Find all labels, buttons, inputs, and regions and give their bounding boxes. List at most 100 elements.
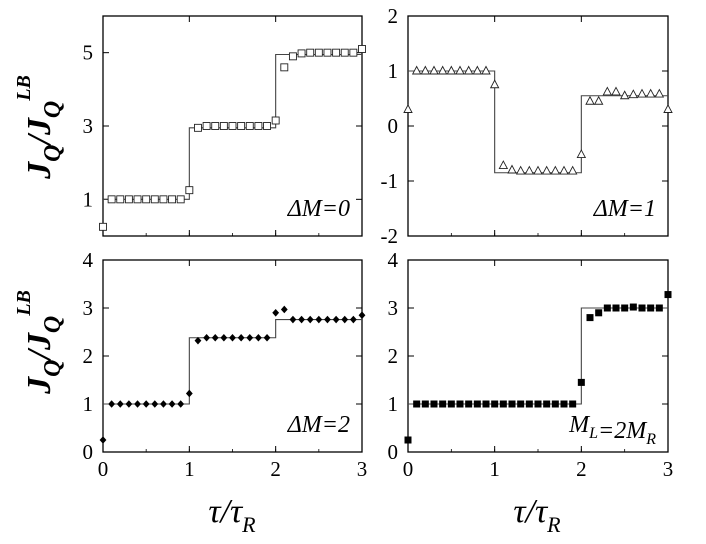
data-point [159, 195, 168, 204]
y-tick-label: 0 [388, 114, 399, 138]
svg-text:τ/τR: τ/τR [208, 493, 256, 537]
data-point [491, 400, 499, 408]
data-point [576, 149, 587, 159]
data-point [168, 400, 176, 408]
data-point [254, 122, 263, 130]
data-point [403, 104, 413, 113]
y-tick-label: 2 [388, 344, 399, 368]
data-point [655, 304, 663, 312]
y-axis-label-top: JQ/JQLB [13, 75, 66, 180]
data-point [430, 400, 438, 408]
panel-annotation: ΔM=0 [287, 196, 350, 222]
data-point [472, 65, 483, 75]
data-point [482, 400, 490, 408]
y-tick-label: -2 [381, 224, 399, 248]
panel-annotation: ΔM=2 [287, 412, 350, 438]
data-point [456, 400, 464, 408]
data-point [647, 304, 655, 312]
data-point [349, 48, 358, 57]
data-point [142, 195, 151, 204]
data-point [323, 48, 332, 57]
y-tick-label: 0 [83, 440, 94, 464]
data-point [315, 315, 323, 324]
data-point [324, 315, 331, 324]
data-point [489, 79, 500, 89]
data-point [124, 195, 133, 204]
data-point [116, 195, 125, 204]
data-point [439, 400, 447, 408]
data-point [612, 304, 620, 312]
data-point [332, 315, 340, 324]
svg-text:JQ/JQLB: JQ/JQLB [13, 75, 66, 180]
data-point [437, 65, 448, 75]
data-point [237, 122, 246, 130]
data-point [499, 400, 507, 408]
data-point [543, 400, 551, 408]
y-tick-label: 1 [83, 187, 94, 211]
y-tick-label: -1 [381, 169, 399, 193]
x-tick-label: 2 [576, 457, 587, 481]
data-point [341, 315, 349, 324]
data-point [272, 309, 280, 317]
y-tick-label: 1 [388, 392, 399, 416]
x-tick-label: 2 [270, 457, 281, 481]
data-point [473, 400, 481, 408]
y-tick-label: 1 [83, 392, 94, 416]
data-point [541, 165, 552, 175]
data-point [245, 122, 254, 130]
data-point [211, 122, 220, 130]
data-point [228, 122, 237, 130]
data-point [420, 65, 431, 75]
data-point [465, 400, 473, 408]
data-point [517, 400, 525, 408]
data-point [577, 378, 585, 386]
data-point [99, 222, 107, 231]
data-point [507, 164, 517, 174]
data-point [413, 400, 421, 408]
y-tick-label: 4 [388, 248, 399, 272]
data-point [498, 160, 509, 170]
data-point [288, 52, 297, 61]
data-point [237, 333, 245, 342]
data-point [176, 195, 185, 204]
analytic-step-line [408, 307, 668, 405]
panel-bottom-left: 0 1 2 3 0 1 2 3 4 ΔM=2 [83, 248, 368, 481]
data-point [280, 63, 289, 72]
x-axis-label-right: τ/τR [513, 493, 561, 537]
data-point [621, 304, 629, 312]
data-point [125, 400, 133, 408]
x-tick-label: 0 [98, 457, 109, 481]
data-point [271, 116, 280, 125]
y-tick-label: 2 [388, 4, 399, 28]
data-point [637, 88, 647, 98]
data-point [663, 104, 673, 113]
data-point [297, 49, 306, 58]
data-point [429, 65, 439, 75]
data-point [160, 400, 167, 408]
data-point [421, 400, 429, 408]
data-point [194, 336, 202, 345]
data-point [585, 95, 595, 105]
data-point [151, 400, 159, 408]
data-point [664, 291, 672, 299]
data-point [108, 400, 116, 408]
data-point [340, 48, 349, 57]
svg-text:τ/τR: τ/τR [513, 493, 561, 537]
data-point [202, 122, 211, 130]
data-point [404, 436, 412, 444]
data-point [550, 165, 561, 175]
x-axis-label-left: τ/τR [208, 493, 256, 537]
data-point [280, 305, 288, 314]
x-tick-label: 1 [489, 457, 500, 481]
data-point [194, 123, 202, 132]
panel-bottom-right: 0 1 2 3 0 1 2 3 4 ML=2MR [388, 248, 674, 481]
data-point [619, 90, 630, 100]
data-point [602, 86, 613, 96]
y-tick-label: 2 [83, 344, 94, 368]
data-point [306, 315, 314, 324]
data-point [560, 400, 568, 408]
data-point [289, 315, 297, 324]
data-point [593, 95, 604, 105]
data-point [150, 195, 159, 204]
